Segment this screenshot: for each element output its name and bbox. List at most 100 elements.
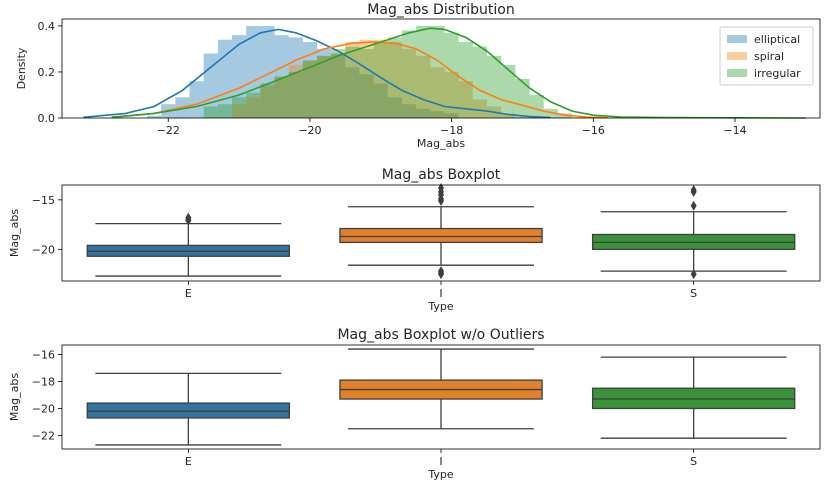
histogram-bar bbox=[345, 67, 360, 118]
iqr-box bbox=[591, 387, 796, 410]
histogram-bar bbox=[246, 25, 261, 119]
outlier-point bbox=[690, 186, 697, 197]
histogram-bar bbox=[430, 111, 445, 118]
histogram-bar bbox=[317, 48, 332, 118]
histogram-bar bbox=[331, 53, 346, 119]
legend-label: elliptical bbox=[754, 33, 800, 46]
y-tick-label: 0.2 bbox=[38, 66, 56, 79]
box-S bbox=[591, 356, 796, 439]
histogram-bar bbox=[501, 65, 516, 118]
histogram-bar bbox=[373, 39, 388, 118]
histogram-bar bbox=[402, 104, 417, 118]
y-tick-label: 0.4 bbox=[38, 20, 56, 33]
histogram-bar bbox=[402, 30, 417, 118]
histogram-bar bbox=[472, 99, 488, 118]
distribution-panel: −22 −20 −18 −16 −14 0.0 0.2 0.4 Mag_abs Distribu… bbox=[15, 2, 821, 150]
series-irregular bbox=[203, 25, 573, 119]
y-tick-label: −20 bbox=[32, 402, 55, 415]
histogram-bar bbox=[359, 48, 374, 118]
y-axis-label: Mag_abs bbox=[8, 209, 21, 257]
histogram-bar bbox=[487, 55, 502, 118]
histogram-bar bbox=[288, 71, 303, 118]
x-axis-label: Type bbox=[427, 468, 453, 481]
x-tick-label: S bbox=[690, 455, 697, 468]
kde-line-irregular bbox=[111, 27, 806, 119]
histogram-bar bbox=[260, 85, 275, 118]
x-axis-label: Type bbox=[427, 300, 453, 313]
histogram-bar bbox=[345, 46, 360, 118]
histogram-bar bbox=[402, 48, 417, 118]
histogram-bar bbox=[217, 104, 233, 118]
histogram-bar bbox=[373, 83, 388, 118]
x-tick-label: −20 bbox=[298, 124, 321, 137]
y-tick-label: −22 bbox=[32, 429, 55, 442]
histogram-bar bbox=[232, 35, 247, 118]
legend-label: spiral bbox=[754, 50, 784, 63]
histogram-bar bbox=[147, 115, 162, 118]
histogram-bar bbox=[444, 113, 459, 118]
histogram-bar bbox=[189, 81, 204, 118]
histogram-bar bbox=[246, 97, 261, 118]
legend: elliptical spiral irregular bbox=[719, 26, 814, 86]
histogram-bar bbox=[515, 78, 530, 118]
legend-swatch bbox=[727, 69, 747, 77]
histogram-bar bbox=[373, 42, 388, 118]
histogram-bar bbox=[246, 92, 261, 118]
histogram-bar bbox=[317, 55, 332, 118]
box-I bbox=[339, 182, 543, 280]
histogram-bar bbox=[274, 76, 289, 118]
histogram-bar bbox=[274, 76, 289, 118]
histogram-bar bbox=[472, 46, 488, 118]
outlier-point bbox=[185, 215, 192, 226]
box-S bbox=[591, 184, 796, 280]
y-tick-label: −20 bbox=[32, 243, 55, 256]
histogram-bar bbox=[302, 60, 318, 118]
histogram-bar bbox=[458, 42, 473, 118]
histogram-bar bbox=[387, 37, 403, 118]
histogram-bar bbox=[331, 53, 346, 119]
x-tick-label: E bbox=[185, 287, 192, 300]
axes-frame bbox=[61, 18, 821, 119]
histogram-bar bbox=[232, 97, 247, 118]
x-tick-label: I bbox=[439, 455, 442, 468]
series-spiral bbox=[232, 39, 516, 119]
outlier-point bbox=[438, 195, 444, 206]
legend-box bbox=[719, 26, 814, 86]
chart-title: Mag_abs Boxplot bbox=[382, 167, 501, 183]
histogram-bar bbox=[260, 25, 275, 119]
x-axis-label: Mag_abs bbox=[417, 137, 465, 150]
histogram-bar bbox=[359, 74, 374, 118]
histogram-bar bbox=[331, 48, 346, 118]
iqr-box bbox=[339, 227, 543, 244]
histogram-bar bbox=[387, 42, 403, 118]
x-tick-label: −22 bbox=[157, 124, 180, 137]
box-I bbox=[339, 348, 543, 430]
chart-title: Mag_abs Boxplot w/o Outliers bbox=[337, 327, 544, 343]
histogram-bar bbox=[501, 113, 516, 118]
histogram-bar bbox=[359, 39, 374, 118]
boxplot-no-outliers-panel: E I S −16 −18 −20 −22 Mag_abs Boxplot w/o Outli… bbox=[8, 327, 821, 481]
axes-frame bbox=[61, 184, 821, 282]
histogram-bar bbox=[444, 32, 459, 119]
box-E bbox=[86, 212, 291, 277]
histogram-bar bbox=[203, 106, 218, 118]
outlier-point bbox=[690, 269, 697, 280]
histogram-bar bbox=[529, 94, 544, 118]
legend-swatch bbox=[727, 35, 747, 43]
histogram-bar bbox=[543, 108, 558, 118]
y-axis-label: Density bbox=[15, 47, 28, 89]
histogram-bar bbox=[416, 108, 431, 118]
x-tick-label: −16 bbox=[582, 124, 605, 137]
histogram-bar bbox=[302, 42, 318, 118]
histogram-bar bbox=[416, 25, 431, 119]
series-elliptical bbox=[147, 25, 459, 119]
axes-frame bbox=[61, 344, 821, 450]
histogram-bar bbox=[288, 37, 303, 118]
histogram-bar bbox=[302, 60, 318, 118]
legend-swatch bbox=[727, 52, 747, 60]
box-E bbox=[86, 372, 291, 446]
histogram-bar bbox=[274, 35, 289, 118]
histogram-bar bbox=[430, 25, 445, 119]
y-tick-label: 0.0 bbox=[38, 112, 56, 125]
